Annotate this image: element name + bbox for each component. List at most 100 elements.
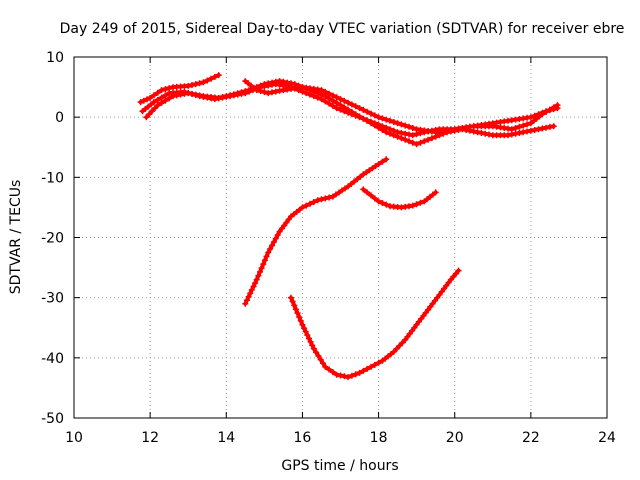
data-point (320, 360, 326, 367)
data-point (309, 342, 316, 349)
data-point (550, 123, 557, 130)
data-point (234, 90, 241, 97)
data-point (255, 272, 262, 279)
x-tick-label: 24 (598, 430, 616, 446)
data-point (554, 102, 561, 109)
data-point (162, 97, 169, 104)
data-point (272, 88, 279, 95)
data-point (379, 127, 386, 133)
data-point (196, 80, 203, 87)
data-point (379, 200, 386, 206)
y-tick-label: 0 (55, 110, 64, 126)
data-point (274, 232, 281, 238)
x-tick-label: 20 (446, 430, 464, 446)
data-point (326, 194, 333, 201)
data-point (371, 361, 378, 368)
data-point (550, 104, 557, 111)
data-point (383, 129, 390, 136)
data-point (151, 105, 158, 112)
data-point (352, 371, 359, 378)
data-point (326, 366, 333, 373)
data-point (406, 138, 412, 145)
data-point (543, 108, 550, 115)
data-point (402, 122, 409, 129)
data-point (387, 117, 393, 124)
data-point (137, 99, 144, 106)
data-point (409, 125, 416, 131)
data-point (248, 286, 255, 293)
data-point (337, 102, 344, 109)
data-point (413, 141, 420, 148)
data-point (409, 132, 416, 139)
x-tick-label: 10 (65, 430, 83, 446)
data-point (379, 115, 386, 122)
data-point (272, 235, 279, 242)
data-point (399, 339, 406, 346)
data-point (546, 106, 553, 113)
data-point (402, 136, 409, 143)
x-tick-label: 14 (217, 430, 235, 446)
data-point (356, 369, 363, 376)
x-tick-label: 16 (294, 430, 312, 446)
data-point (383, 116, 390, 123)
data-point (371, 122, 378, 129)
data-point (375, 124, 382, 131)
data-point (428, 135, 435, 142)
data-point (329, 92, 336, 99)
y-tick-label: 10 (46, 50, 64, 66)
data-point (375, 161, 382, 168)
data-point (310, 345, 317, 352)
data-point (208, 75, 215, 82)
data-point (512, 125, 519, 131)
data-point (516, 130, 523, 136)
data-point (303, 202, 310, 209)
data-point (310, 199, 317, 205)
data-point (253, 87, 260, 94)
data-point (406, 123, 412, 130)
data-point (352, 111, 359, 118)
data-point (333, 94, 340, 101)
x-tick-label: 12 (141, 430, 159, 446)
y-tick-label: -40 (41, 351, 64, 367)
data-point (375, 359, 382, 366)
x-tick-label: 22 (522, 430, 540, 446)
series-track-a (137, 72, 222, 106)
data-point (543, 124, 550, 131)
data-point (301, 325, 308, 332)
data-point (520, 122, 527, 129)
data-point (146, 111, 153, 118)
data-point (356, 105, 363, 112)
data-point (192, 81, 199, 88)
data-point (181, 90, 188, 97)
data-point (516, 123, 523, 130)
data-point (348, 101, 355, 108)
data-point (508, 131, 515, 138)
data-point (315, 353, 322, 359)
data-point (360, 115, 367, 122)
series-track-d (242, 78, 561, 136)
data-point (313, 349, 320, 356)
data-point (329, 102, 336, 109)
data-point (375, 198, 382, 205)
data-point (223, 93, 230, 100)
data-point (371, 195, 378, 202)
data-point (535, 126, 542, 133)
data-point (333, 99, 340, 106)
data-point (294, 310, 301, 317)
series-track-g (288, 267, 462, 381)
y-tick-label: -30 (41, 291, 64, 307)
data-point (307, 200, 313, 207)
data-point (524, 121, 531, 128)
data-point (147, 94, 154, 101)
data-point (257, 82, 264, 89)
data-point (402, 130, 409, 137)
data-point (364, 189, 371, 196)
data-point (348, 372, 355, 379)
data-point (296, 314, 303, 320)
series-track-f (360, 186, 439, 211)
data-point (394, 120, 401, 127)
data-point (345, 106, 352, 113)
data-point (383, 156, 390, 163)
data-point (288, 80, 294, 87)
data-point (351, 178, 358, 185)
